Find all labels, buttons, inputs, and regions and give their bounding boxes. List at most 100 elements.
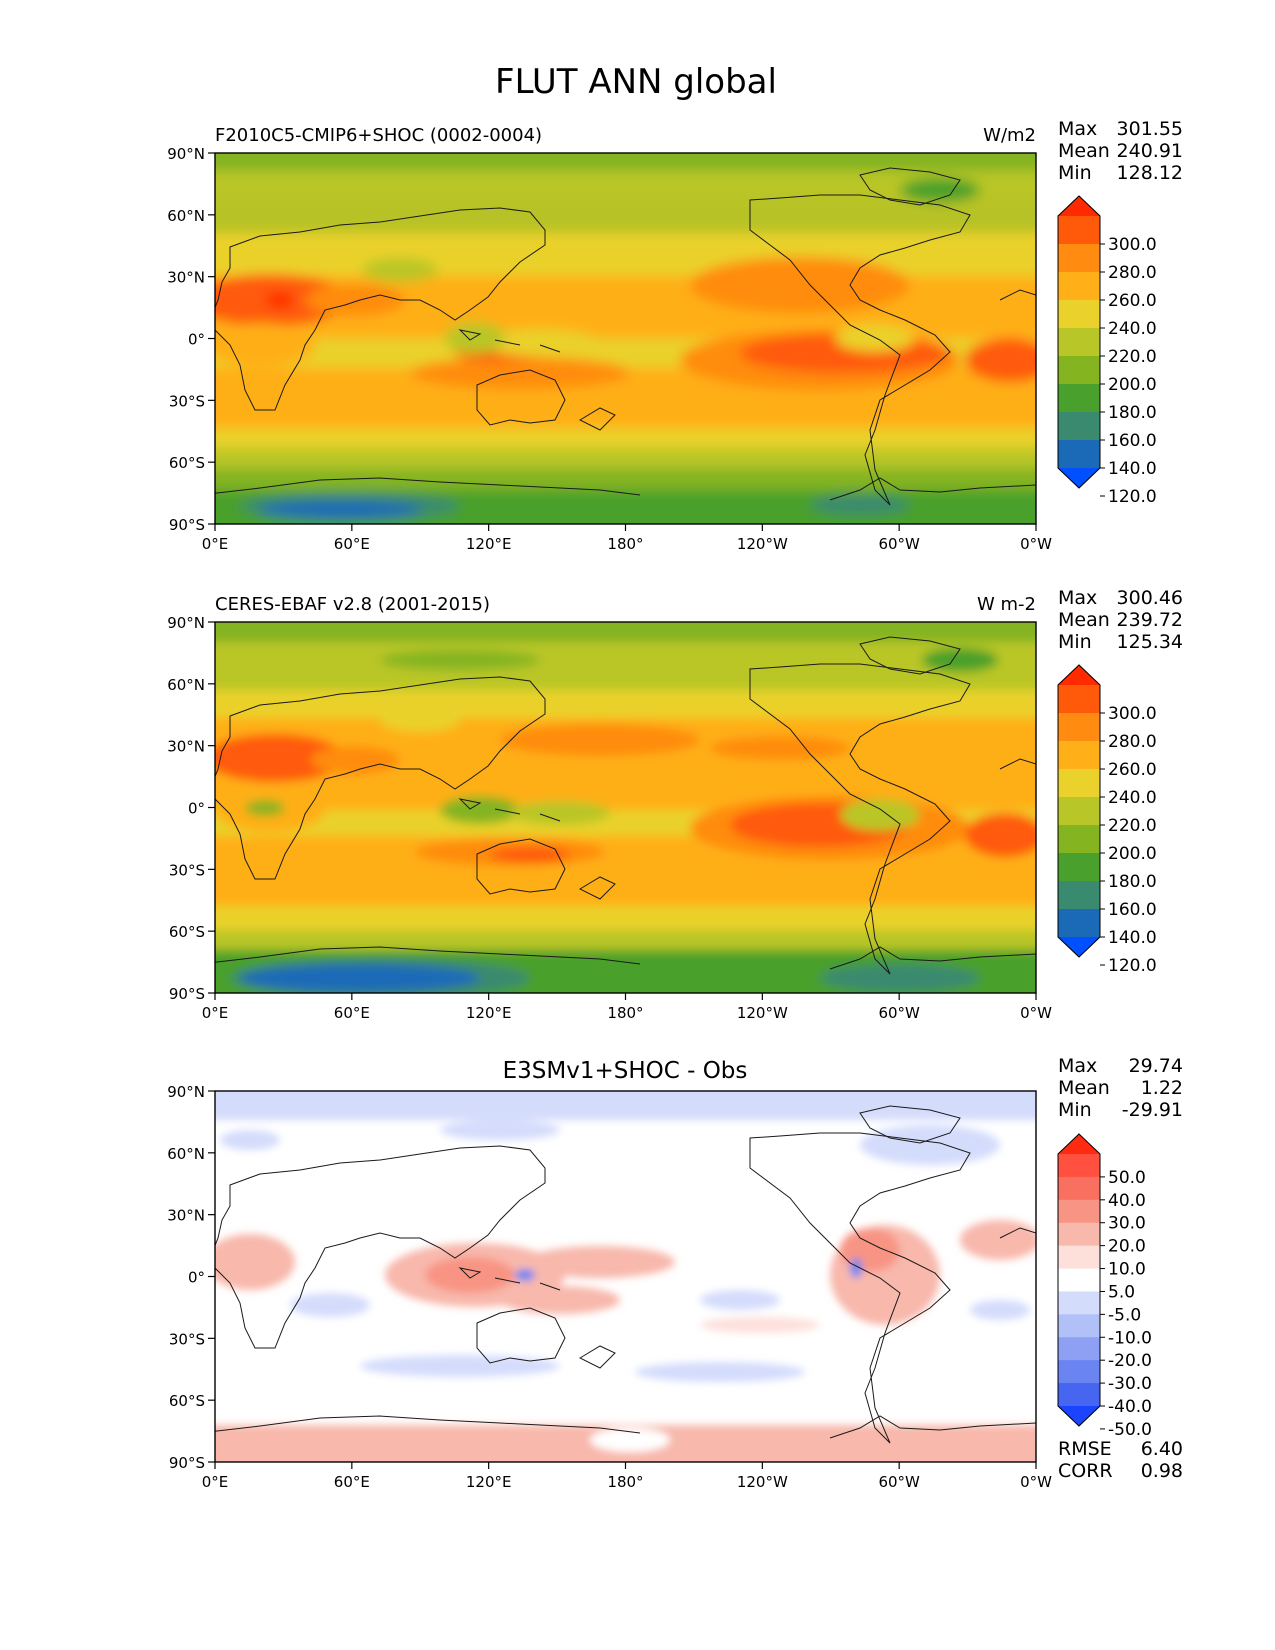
colorbar-label: 140.0 [1108, 928, 1157, 948]
axis-ticks: 90°N 60°N 30°N 0° 30°S 60°S 90°S0°E 60°E 120°E 18… [167, 614, 1052, 1022]
rmse-label: RMSE [1058, 1438, 1112, 1460]
lat-tick-label: 60°S [169, 923, 205, 941]
colorbar-label: 260.0 [1108, 291, 1157, 311]
colorbar-extend-min [1058, 468, 1100, 488]
colorbar-segment [1058, 1154, 1100, 1178]
colorbar-label: -20.0 [1108, 1351, 1152, 1371]
colorbar-extend-max [1058, 1134, 1100, 1154]
stat-min-value: -29.91 [1122, 1099, 1183, 1121]
colorbar-segment [1058, 713, 1100, 742]
colorbar: 300.0 280.0 260.0 240.0 220.0 200.0 180.0 160.0… [1057, 664, 1157, 976]
colorbar-label: 240.0 [1108, 319, 1157, 339]
colorbar-segment [1058, 1383, 1100, 1407]
lon-tick-label: 0°W [1020, 1473, 1052, 1491]
corr-value: 0.98 [1141, 1460, 1183, 1482]
colorbar-label: 120.0 [1108, 487, 1157, 507]
colorbar-extend-min [1058, 937, 1100, 957]
colorbar-label: -50.0 [1108, 1420, 1152, 1440]
lat-tick-label: 90°S [169, 985, 205, 1003]
figure-title: FLUT ANN global [495, 62, 777, 102]
map-field [215, 153, 1036, 524]
colorbar-segment [1058, 412, 1100, 441]
lon-tick-label: 0°E [202, 1004, 229, 1022]
stat-max-label: Max [1058, 118, 1097, 140]
map-field [215, 1091, 1036, 1462]
panel-units: W/m2 [983, 125, 1036, 146]
lat-tick-label: 30°N [167, 1207, 205, 1225]
colorbar-segment [1058, 881, 1100, 910]
colorbar-label: 160.0 [1108, 431, 1157, 451]
colorbar-label: -40.0 [1108, 1397, 1152, 1417]
lat-tick-label: 0° [188, 800, 205, 818]
colorbar: 300.0 280.0 260.0 240.0 220.0 200.0 180.0 160.0… [1057, 195, 1157, 507]
stat-mean-label: Mean [1058, 609, 1110, 631]
colorbar-label: -10.0 [1108, 1328, 1152, 1348]
map-field [215, 622, 1036, 993]
colorbar-segment [1058, 853, 1100, 882]
lat-tick-label: 60°N [167, 676, 205, 694]
stats-block: Max 301.55 Mean 240.91 Min 128.12 [1058, 118, 1183, 184]
lon-tick-label: 0°W [1020, 535, 1052, 553]
colorbar-segment [1058, 1176, 1100, 1201]
stats-block: Max 300.46 Mean 239.72 Min 125.34 [1058, 587, 1183, 653]
colorbar-segment [1058, 1337, 1100, 1361]
colorbar-extend-max [1058, 196, 1100, 216]
colorbar-label: -30.0 [1108, 1374, 1152, 1394]
coastlines [215, 167, 1036, 506]
colorbar-segment [1058, 384, 1100, 413]
lat-tick-label: 90°S [169, 516, 205, 534]
lon-tick-label: 0°E [202, 535, 229, 553]
lon-tick-label: 60°W [878, 535, 920, 553]
lat-tick-label: 30°N [167, 269, 205, 287]
colorbar-segment [1058, 741, 1100, 770]
colorbar-label: 10.0 [1108, 1260, 1146, 1280]
lat-tick-label: 60°S [169, 1392, 205, 1410]
colorbar-segment [1058, 685, 1100, 714]
stat-max-label: Max [1058, 587, 1097, 609]
colorbar-label: 140.0 [1108, 459, 1157, 479]
colorbar-label: 200.0 [1108, 844, 1157, 864]
panel-reference: CERES-EBAF v2.8 (2001-2015) W m-2 [167, 587, 1183, 1022]
colorbar-segment [1058, 909, 1100, 938]
lon-tick-label: 180° [607, 1473, 643, 1491]
lat-tick-label: 90°S [169, 1454, 205, 1472]
colorbar-label: 220.0 [1108, 816, 1157, 836]
colorbar-label: 20.0 [1108, 1237, 1146, 1257]
colorbar-label: 30.0 [1108, 1214, 1146, 1234]
lat-tick-label: 0° [188, 331, 205, 349]
colorbar-segment [1058, 1291, 1100, 1315]
colorbar-label: 50.0 [1108, 1168, 1146, 1188]
lon-tick-label: 60°E [334, 535, 370, 553]
colorbar-label: 260.0 [1108, 760, 1157, 780]
colorbar-label: 160.0 [1108, 900, 1157, 920]
colorbar-segment [1058, 300, 1100, 329]
colorbar-label: 180.0 [1108, 403, 1157, 423]
colorbar-segment [1058, 328, 1100, 357]
colorbar-segment [1058, 356, 1100, 385]
lat-tick-label: 60°N [167, 1145, 205, 1163]
colorbar-label: 300.0 [1108, 704, 1157, 724]
colorbar-label: 240.0 [1108, 788, 1157, 808]
axis-ticks: 90°N 60°N 30°N 0° 30°S 60°S 90°S0°E 60°E 120°E 18… [167, 145, 1052, 553]
colorbar-segment [1058, 1314, 1100, 1338]
panel-left-title: CERES-EBAF v2.8 (2001-2015) [215, 594, 490, 615]
colorbar-label: 120.0 [1108, 956, 1157, 976]
colorbar-segment [1058, 797, 1100, 826]
colorbar-segment [1058, 1268, 1100, 1292]
colorbar-label: 300.0 [1108, 235, 1157, 255]
panel-difference: E3SMv1+SHOC - Obs [167, 1055, 1183, 1491]
lat-tick-label: 60°S [169, 454, 205, 472]
lat-tick-label: 0° [188, 1269, 205, 1287]
stat-min-value: 125.34 [1117, 631, 1183, 653]
stat-min-label: Min [1058, 1099, 1092, 1121]
colorbar-label: 280.0 [1108, 732, 1157, 752]
colorbar-segment [1058, 1360, 1100, 1384]
lon-tick-label: 180° [607, 1004, 643, 1022]
coastlines [215, 1105, 1036, 1444]
lon-tick-label: 60°E [334, 1004, 370, 1022]
colorbar-segment [1058, 244, 1100, 273]
colorbar-segment [1058, 1199, 1100, 1224]
lon-tick-label: 120°E [466, 1004, 512, 1022]
stat-mean-label: Mean [1058, 1077, 1110, 1099]
